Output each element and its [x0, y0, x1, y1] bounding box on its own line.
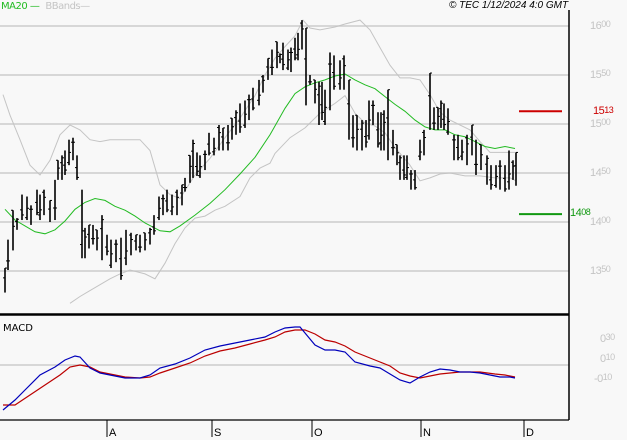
ohlc-bars — [3, 20, 518, 293]
support-resistance-levels — [519, 110, 562, 216]
legend-ma20: MA20 — — [1, 1, 40, 12]
macd-label: -010 — [594, 372, 612, 385]
price-grid — [0, 25, 569, 272]
copyright-timestamp: © TEC 1/12/2024 4:0 GMT — [449, 0, 569, 11]
month-label: N — [423, 427, 431, 439]
ma20-polyline — [4, 73, 516, 235]
price-label: 1450 — [590, 166, 611, 179]
ma20-line — [4, 73, 516, 235]
legend-bbands: BBands— — [45, 1, 90, 12]
price-label: 1400 — [590, 215, 611, 228]
legend: MA20 — BBands— — [1, 1, 90, 12]
support-label: 1408 — [570, 207, 591, 220]
price-label: 1500 — [590, 117, 611, 130]
month-label: O — [314, 427, 323, 439]
month-label: S — [214, 427, 222, 439]
price-label: 1350 — [590, 264, 611, 277]
price-label: 1550 — [590, 68, 611, 81]
resistance-label: 1513 — [593, 105, 614, 118]
price-label: 1600 — [590, 19, 611, 32]
chart-frame — [0, 10, 570, 437]
macd-label: 010 — [600, 352, 615, 365]
macd-lines — [2, 326, 516, 411]
bband-polyline — [69, 94, 517, 304]
macd-line — [2, 326, 516, 411]
macd-title: MACD — [3, 323, 33, 334]
bollinger-bands — [2, 19, 517, 304]
month-label: A — [109, 427, 117, 439]
month-label: D — [526, 427, 534, 439]
bband-polyline — [2, 19, 515, 200]
signal-line — [3, 329, 516, 406]
macd-label: 030 — [600, 332, 615, 345]
